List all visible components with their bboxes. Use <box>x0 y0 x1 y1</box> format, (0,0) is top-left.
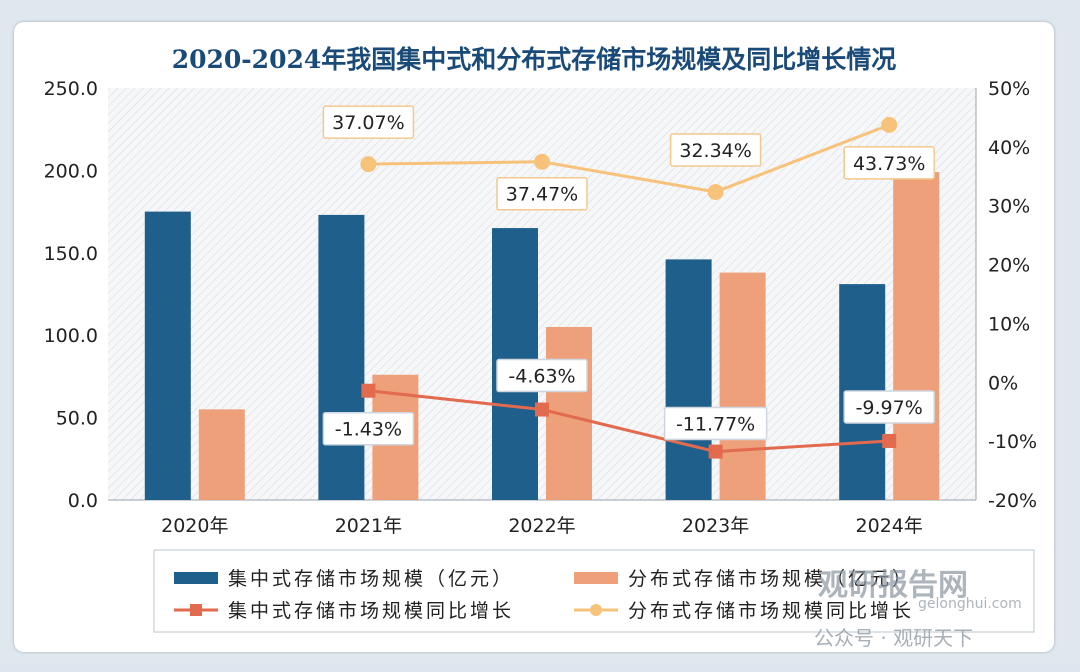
bar-centralized-1 <box>144 211 191 500</box>
right-axis-tick-label: -20% <box>988 490 1037 512</box>
left-axis-tick-label: 0.0 <box>68 490 98 512</box>
x-axis-tick-label: 2023年 <box>682 515 749 537</box>
marker-centralized-growth-2 <box>361 383 376 398</box>
x-axis-tick-label: 2024年 <box>856 515 923 537</box>
marker-distributed-growth-5 <box>881 116 898 133</box>
data-label-box <box>663 406 768 441</box>
bar-centralized-4 <box>665 259 712 500</box>
data-label-box <box>496 176 588 211</box>
right-axis-tick-label: 50% <box>988 78 1030 100</box>
x-axis-tick-label: 2021年 <box>335 515 402 537</box>
legend-item-distributed-growth-label: 分布式存储市场规模同比增长 <box>628 600 914 622</box>
legend-item-distributed-growth-swatch-marker <box>590 604 602 616</box>
data-label-box <box>843 390 935 424</box>
x-axis-tick-label: 2022年 <box>508 515 575 537</box>
data-label-box <box>496 358 588 393</box>
line-centralized-growth <box>368 389 890 454</box>
bar-distributed-1 <box>198 409 245 500</box>
data-label-distributed-growth: 32.34% <box>679 140 751 162</box>
data-label-box <box>843 146 935 180</box>
watermark-logo-text: 观研报告网 <box>818 568 968 603</box>
legend-item-centralized-size-swatch <box>174 572 218 584</box>
data-label-centralized-growth: -9.97% <box>856 397 923 419</box>
marker-centralized-growth-3 <box>535 402 549 417</box>
right-axis-tick-label: 0% <box>988 372 1018 394</box>
right-axis-tick-label: 10% <box>988 313 1030 335</box>
right-axis-tick-label: -10% <box>988 431 1037 453</box>
left-axis-tick-label: 200.0 <box>44 160 98 182</box>
legend-item-centralized-growth-label: 集中式存储市场规模同比增长 <box>228 600 514 622</box>
left-axis-tick-label: 250.0 <box>44 78 98 100</box>
left-axis-tick-label: 100.0 <box>44 325 98 347</box>
marker-distributed-growth-3 <box>534 153 550 170</box>
legend-box <box>153 549 1035 633</box>
data-label-box <box>669 133 762 167</box>
marker-distributed-growth-4 <box>707 183 724 200</box>
data-label-centralized-growth: -11.77% <box>676 414 755 436</box>
marker-centralized-growth-5 <box>882 433 897 448</box>
watermark: 观研报告网 gelonghui.com 公众号 · 观研天下 <box>814 568 1080 672</box>
watermark-account-text: 公众号 · 观研天下 <box>814 626 974 650</box>
data-label-distributed-growth: 37.47% <box>506 184 578 206</box>
chart: 2020-2024年我国集中式和分布式存储市场规模及同比增长情况 0.0 50.0… <box>44 45 1037 633</box>
data-label-centralized-growth: -4.63% <box>508 366 575 388</box>
chart-card: 2020-2024年我国集中式和分布式存储市场规模及同比增长情况 0.0 50.0… <box>14 22 1054 652</box>
bar-distributed-4 <box>719 272 766 500</box>
data-label-centralized-growth: -1.43% <box>335 419 402 441</box>
left-axis-tick-label: 150.0 <box>44 243 98 265</box>
data-label-box <box>322 411 415 446</box>
right-axis-tick-label: 40% <box>988 137 1030 159</box>
legend-item-centralized-size-label: 集中式存储市场规模（亿元） <box>228 568 514 590</box>
legend-item-distributed-size-label: 分布式存储市场规模（亿元） <box>628 568 914 590</box>
data-label-distributed-growth: 37.07% <box>332 112 404 134</box>
left-axis-tick-label: 50.0 <box>56 408 98 430</box>
right-axis-tick-label: 30% <box>988 196 1030 218</box>
marker-centralized-growth-4 <box>708 444 723 459</box>
legend-item-distributed-size-swatch <box>574 572 618 584</box>
x-axis-tick-label: 2020年 <box>161 515 228 537</box>
marker-distributed-growth-2 <box>360 156 377 173</box>
watermark-sub-text: gelonghui.com <box>918 596 1022 612</box>
bar-centralized-2 <box>318 214 365 500</box>
legend-item-centralized-growth-swatch-marker <box>190 604 202 616</box>
chart-title: 2020-2024年我国集中式和分布式存储市场规模及同比增长情况 <box>172 45 897 74</box>
bar-distributed-5 <box>893 172 940 500</box>
data-label-box <box>322 105 415 139</box>
line-distributed-growth <box>368 123 890 194</box>
data-label-distributed-growth: 43.73% <box>853 153 925 175</box>
right-axis-tick-label: 20% <box>988 255 1030 277</box>
